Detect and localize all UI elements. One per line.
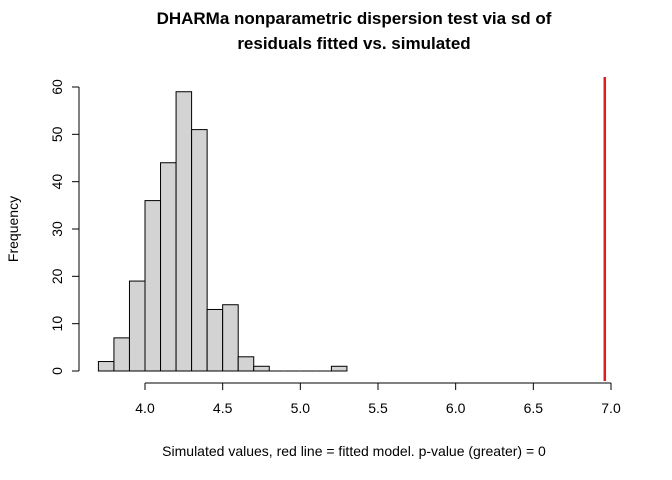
y-tick-label: 20 bbox=[49, 268, 65, 284]
histogram-bar bbox=[160, 162, 177, 372]
x-tick-label: 6.0 bbox=[446, 400, 466, 416]
chart-title-line-1: DHARMa nonparametric dispersion test via… bbox=[157, 9, 552, 28]
x-tick-label: 7.0 bbox=[601, 400, 621, 416]
x-tick-label: 6.5 bbox=[524, 400, 544, 416]
histogram-bar bbox=[144, 200, 162, 372]
histogram-bar bbox=[253, 365, 270, 372]
histogram-bar bbox=[175, 91, 193, 372]
histogram-bar bbox=[206, 308, 224, 372]
histogram-bar bbox=[191, 129, 208, 372]
histogram-bar bbox=[128, 280, 146, 372]
y-axis-label: Frequency bbox=[5, 196, 21, 262]
x-tick-label: 4.0 bbox=[135, 400, 155, 416]
y-tick-label: 0 bbox=[49, 367, 65, 375]
y-axis: 0 10 20 30 40 50 60 bbox=[49, 79, 80, 375]
histogram-bar bbox=[113, 337, 130, 372]
y-tick-label: 40 bbox=[49, 174, 65, 190]
chart-title-line-2: residuals fitted vs. simulated bbox=[237, 34, 470, 53]
histogram-bar bbox=[237, 356, 255, 372]
histogram-bars bbox=[97, 91, 348, 372]
y-tick-label: 10 bbox=[49, 316, 65, 332]
x-axis: 4.0 4.5 5.0 5.5 6.0 6.5 7.0 bbox=[135, 382, 621, 416]
histogram-bar bbox=[330, 365, 348, 372]
y-tick-label: 60 bbox=[49, 79, 65, 95]
y-tick-label: 30 bbox=[49, 221, 65, 237]
histogram-bar bbox=[97, 361, 115, 372]
x-tick-label: 4.5 bbox=[213, 400, 233, 416]
x-tick-label: 5.5 bbox=[368, 400, 388, 416]
y-tick-label: 50 bbox=[49, 126, 65, 142]
x-axis-label: Simulated values, red line = fitted mode… bbox=[162, 443, 546, 459]
histogram-bar bbox=[222, 304, 239, 372]
x-tick-label: 5.0 bbox=[291, 400, 311, 416]
